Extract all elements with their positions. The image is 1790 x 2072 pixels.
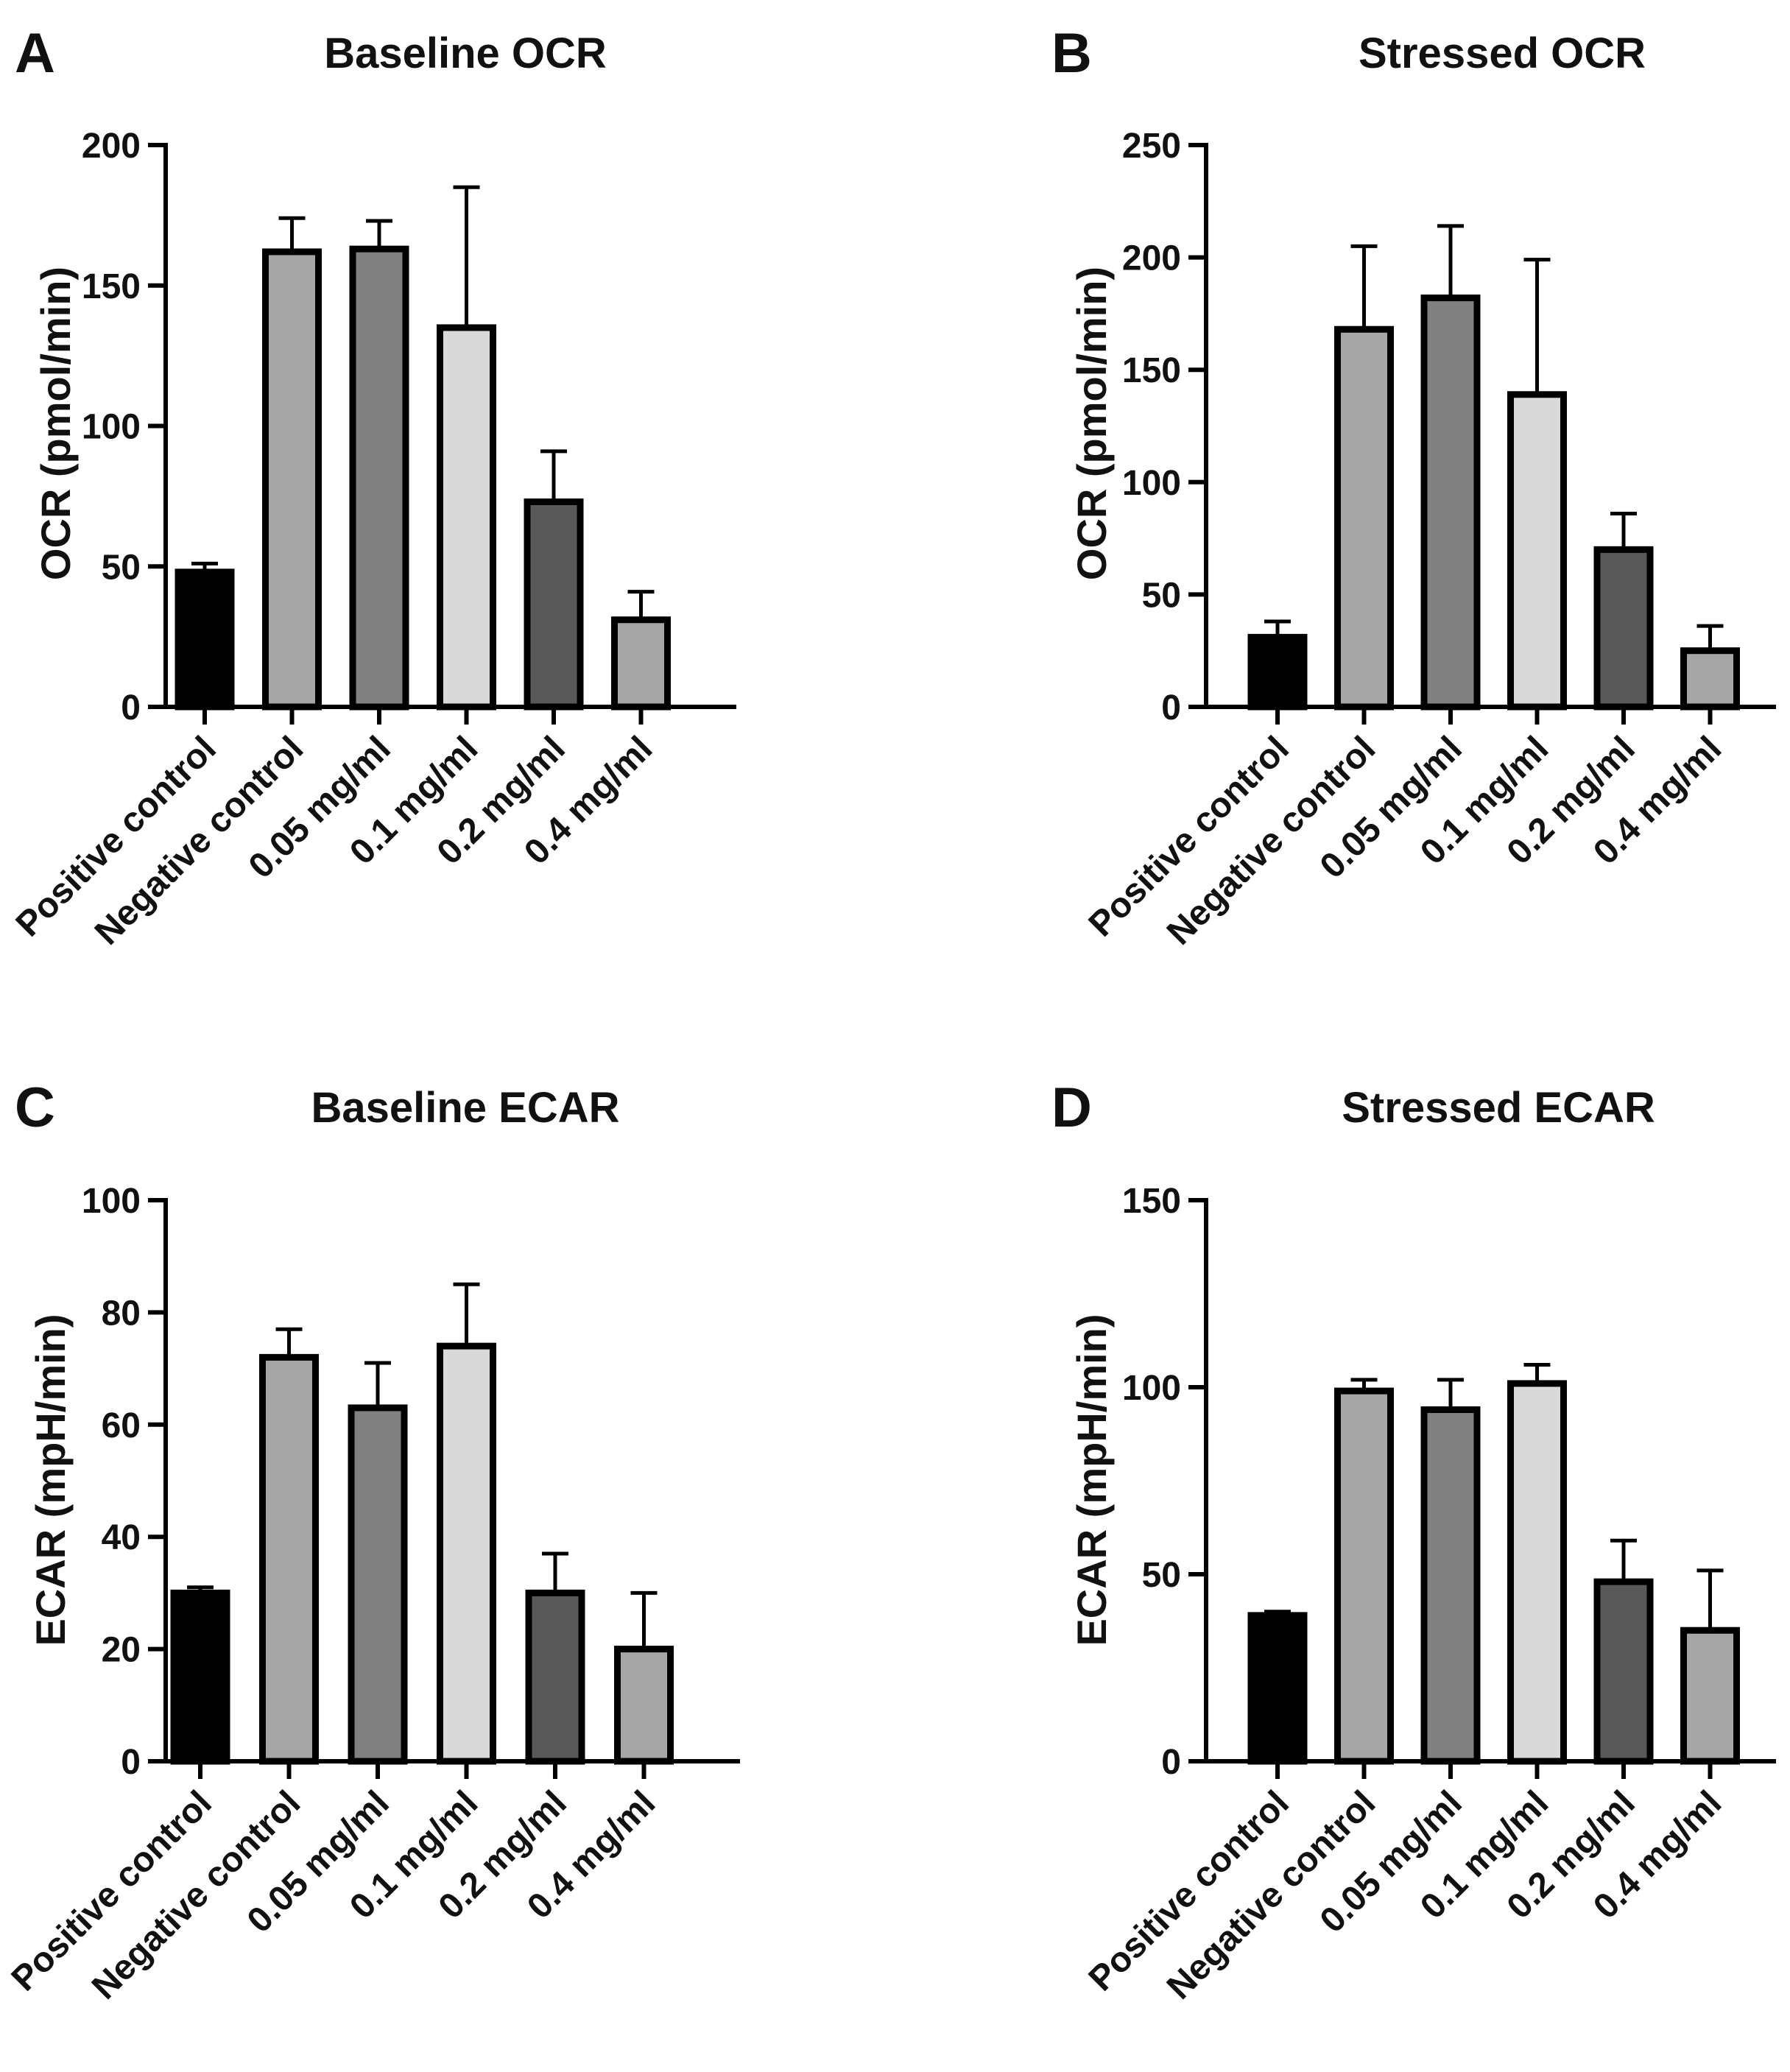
bar [1593, 546, 1654, 711]
bar [259, 1353, 319, 1765]
y-tick-label: 80 [102, 1294, 141, 1333]
bar [1507, 1380, 1567, 1765]
y-tick-label: 150 [1122, 1182, 1181, 1221]
y-axis-label: OCR (pmol/min) [1068, 267, 1115, 580]
y-tick-label: 100 [1122, 464, 1181, 503]
bar [262, 248, 322, 711]
bar [1420, 1406, 1481, 1765]
chart-title: Baseline OCR [324, 29, 607, 77]
bar [349, 245, 409, 711]
y-tick-label: 150 [82, 267, 141, 306]
y-tick-label: 0 [1161, 1743, 1181, 1782]
y-tick-label: 200 [82, 127, 141, 166]
bar [1334, 325, 1394, 711]
bar [1420, 295, 1481, 711]
y-axis-label: ECAR (mpH/min) [27, 1314, 74, 1646]
y-tick-label: 0 [121, 1743, 141, 1782]
chart-panel-b: B Stressed OCR OCR (pmol/min) 0 50 100 150 200 2… [1051, 22, 1776, 953]
y-tick-label: 200 [1122, 239, 1181, 278]
y-tick-label: 50 [1142, 576, 1181, 615]
bar [170, 1589, 230, 1765]
bar [1593, 1578, 1654, 1765]
y-tick-label: 250 [1122, 127, 1181, 166]
bar [611, 616, 671, 711]
panel-letter: C [15, 1076, 55, 1139]
y-tick-label: 20 [102, 1631, 141, 1670]
chart-title: Stressed ECAR [1342, 1084, 1655, 1132]
bar [437, 1342, 496, 1765]
bar [1334, 1387, 1394, 1765]
bar [1680, 1627, 1740, 1765]
bar [1247, 633, 1308, 711]
chart-title: Baseline ECAR [311, 1084, 619, 1132]
bar [614, 1646, 674, 1765]
bar [437, 324, 496, 711]
y-tick-label: 40 [102, 1518, 141, 1557]
y-axis-label: ECAR (mpH/min) [1068, 1314, 1115, 1646]
bar [525, 1589, 585, 1765]
y-tick-label: 0 [121, 688, 141, 727]
y-tick-label: 0 [1161, 688, 1181, 727]
y-tick-label: 100 [1122, 1369, 1181, 1408]
panel-letter: D [1051, 1076, 1092, 1139]
chart-title: Stressed OCR [1359, 29, 1646, 77]
bar [1507, 391, 1567, 711]
bar [175, 568, 235, 711]
chart-panel-c: C Baseline ECAR ECAR (mpH/min) 0 20 40 60 80 100… [4, 1076, 740, 2007]
y-tick-label: 100 [82, 408, 141, 447]
bar [1247, 1612, 1308, 1765]
y-tick-label: 100 [82, 1182, 141, 1221]
panel-letter: A [15, 22, 55, 85]
y-tick-label: 50 [102, 548, 141, 587]
bar [524, 498, 584, 711]
bar [348, 1404, 408, 1765]
y-tick-label: 150 [1122, 351, 1181, 390]
bar [1680, 647, 1740, 711]
y-tick-label: 50 [1142, 1556, 1181, 1595]
panel-letter: B [1051, 22, 1092, 85]
y-axis-label: OCR (pmol/min) [32, 267, 79, 580]
y-tick-label: 60 [102, 1406, 141, 1445]
